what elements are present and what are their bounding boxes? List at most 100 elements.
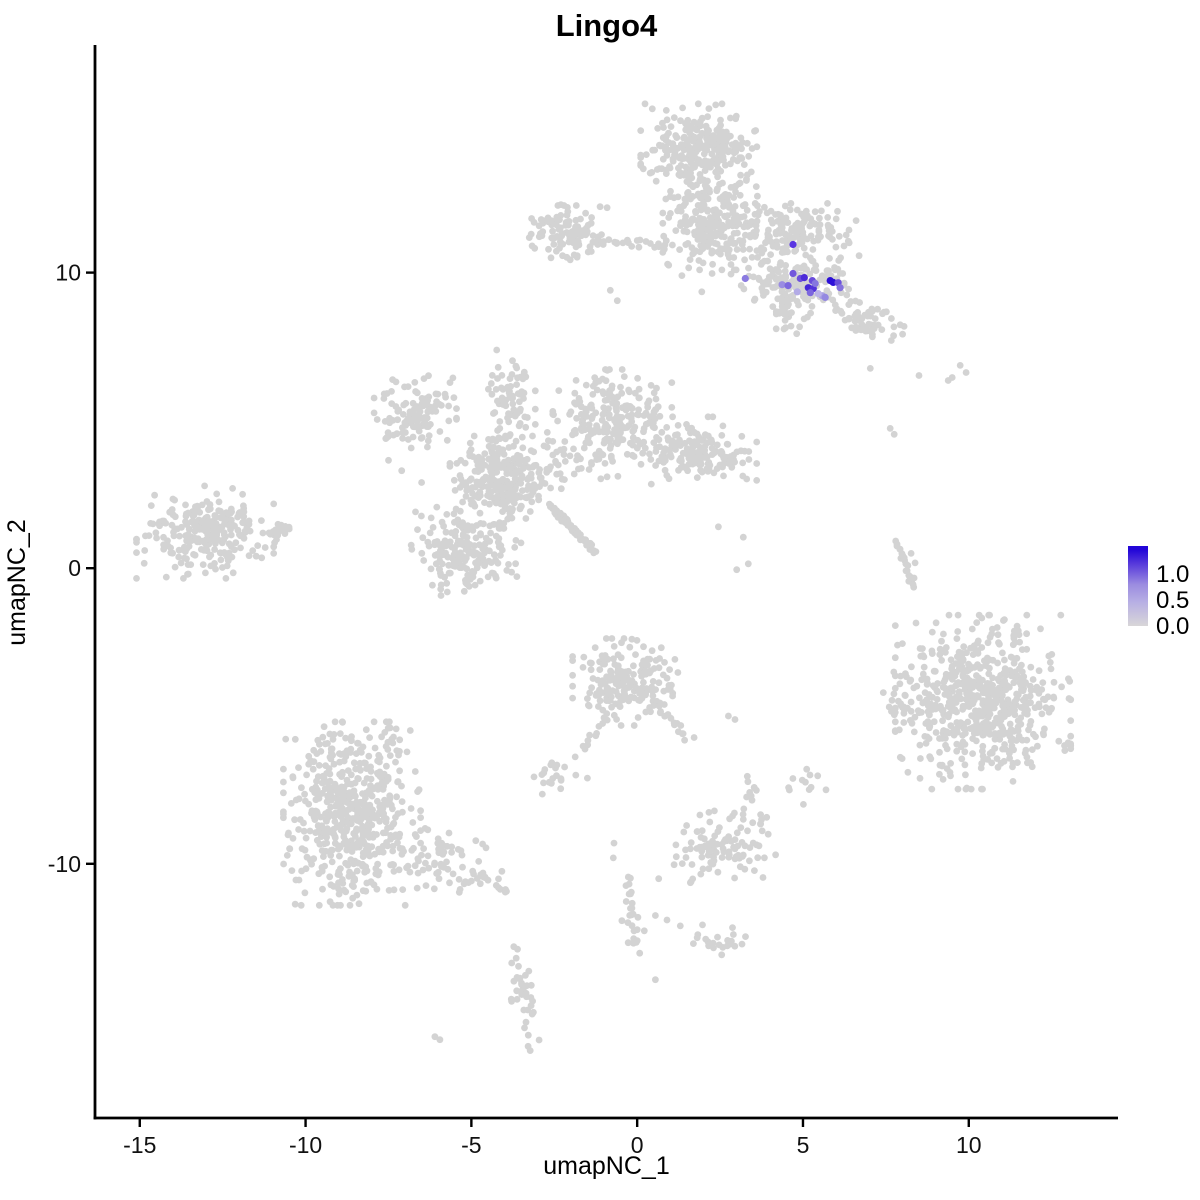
cell-point [744, 827, 751, 835]
cell-point [231, 546, 238, 554]
cell-point [481, 450, 489, 457]
cell-point [170, 532, 178, 540]
cell-point [584, 435, 592, 443]
cell-point [916, 774, 924, 782]
cell-point [396, 844, 404, 852]
cell-point [603, 204, 611, 212]
cell-point [357, 826, 365, 834]
cell-point [954, 611, 962, 619]
cell-point [682, 854, 690, 861]
cell-point [605, 411, 613, 418]
cell-point [445, 402, 452, 410]
cell-point [496, 418, 504, 425]
cell-point [365, 833, 373, 841]
cell-point [916, 741, 924, 749]
cell-point [712, 101, 720, 109]
cell-point [411, 423, 419, 431]
cell-point [502, 402, 510, 410]
cell-point [996, 640, 1003, 648]
cell-point [589, 391, 597, 398]
cell-point [660, 687, 668, 695]
cell-point [756, 208, 763, 215]
cell-point [385, 887, 393, 894]
cell-point [726, 815, 733, 823]
cell-point [450, 551, 458, 559]
cell-point [698, 115, 706, 122]
cell-point [759, 279, 767, 287]
cell-point [959, 732, 966, 739]
cell-point [710, 223, 717, 230]
cell-point [624, 939, 632, 947]
cell-point [511, 544, 519, 551]
cell-point [220, 516, 228, 523]
cell-point [514, 945, 521, 953]
cell-point [487, 467, 495, 475]
cell-point [469, 548, 477, 555]
cell-point [240, 508, 248, 516]
cell-point [680, 146, 688, 154]
cell-point [258, 554, 266, 562]
cell-point [969, 735, 977, 742]
cell-point [626, 643, 634, 651]
cell-point [669, 241, 676, 249]
cell-point [715, 222, 722, 230]
cell-point [981, 729, 989, 736]
cell-point [648, 105, 656, 113]
cell-point [408, 546, 416, 553]
cell-point [313, 809, 320, 817]
cell-point [498, 867, 506, 875]
cell-point [347, 771, 355, 779]
cell-point [697, 458, 704, 465]
cell-point [686, 256, 694, 263]
cell-point [635, 394, 643, 402]
cell-point [205, 522, 213, 529]
cell-point [676, 203, 684, 211]
cell-point [183, 555, 190, 563]
cell-point [790, 226, 797, 233]
cell-point [715, 145, 723, 153]
cell-point [666, 666, 673, 673]
cell-point [486, 547, 493, 555]
cell-point [427, 514, 435, 522]
cell-point [622, 898, 630, 905]
cell-point [1010, 659, 1018, 667]
cell-point [724, 222, 732, 230]
cell-point [407, 805, 415, 812]
cell-point [640, 643, 647, 651]
cell-point [761, 203, 768, 211]
cell-point [485, 483, 493, 490]
cell-point [499, 476, 507, 484]
cell-point [1023, 710, 1031, 718]
cell-point [529, 432, 536, 440]
cell-point [773, 275, 781, 283]
cell-point [584, 695, 591, 702]
cell-point [864, 312, 872, 320]
cell-point [783, 242, 791, 250]
cell-point [603, 697, 610, 704]
cell-point [140, 559, 148, 567]
cell-point [280, 765, 287, 773]
cell-point [414, 855, 422, 862]
cell-point [719, 179, 726, 187]
cell-point [553, 213, 561, 221]
cell-point [719, 193, 727, 200]
cell-point [650, 439, 658, 446]
cell-point [697, 227, 705, 235]
cell-point [682, 846, 689, 854]
cell-point [796, 236, 804, 244]
cell-point [816, 276, 824, 284]
cell-point [778, 294, 786, 302]
cell-point [411, 768, 419, 775]
cell-point [709, 260, 716, 268]
cell-point [769, 303, 777, 310]
cell-point [382, 778, 390, 785]
cell-point [580, 653, 588, 661]
cell-point [603, 473, 611, 481]
cell-point [582, 209, 589, 217]
cell-point [390, 867, 398, 875]
cell-point [298, 845, 306, 853]
cell-point [626, 912, 634, 919]
cell-point [469, 453, 477, 460]
cell-point [237, 544, 244, 552]
cell-point [227, 531, 235, 539]
